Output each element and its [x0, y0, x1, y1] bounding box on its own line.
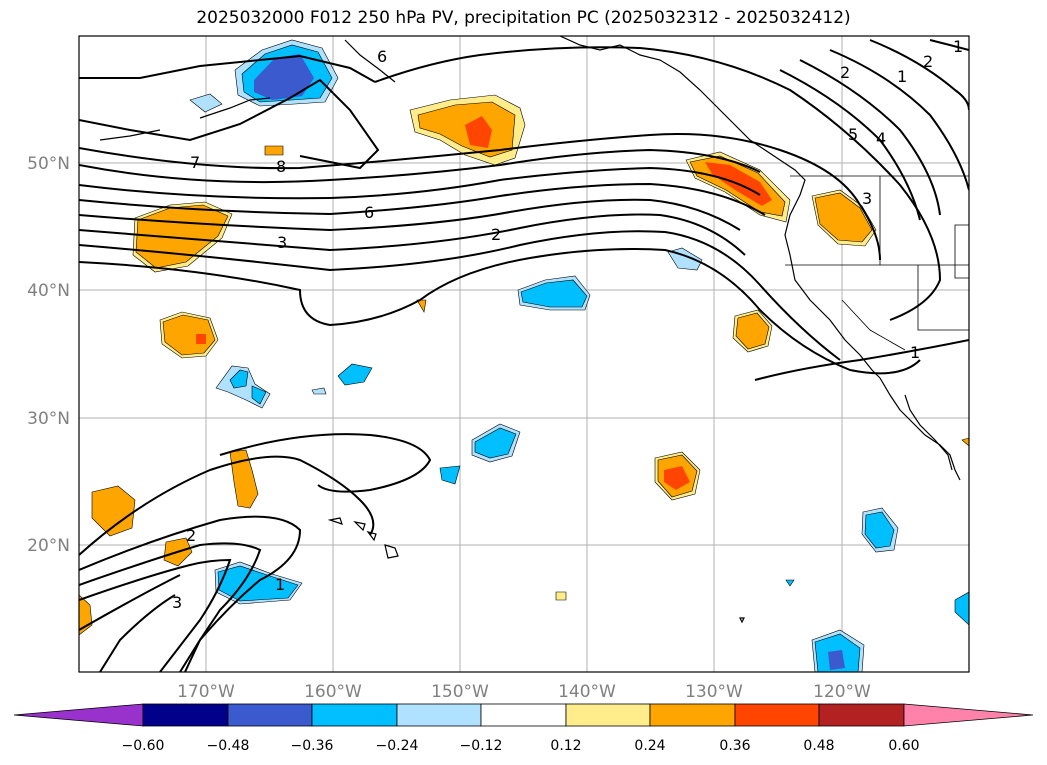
colorbar-tick: 0.36 [719, 738, 750, 754]
pv-contours [79, 39, 969, 672]
lon-label: 140°W [558, 682, 616, 702]
borders [785, 175, 969, 351]
lon-label: 160°W [304, 682, 362, 702]
longitude-labels: 170°W 160°W 150°W 140°W 130°W 120°W [177, 682, 871, 702]
colorbar-tick: −0.60 [122, 738, 165, 754]
colorbar-segment [734, 703, 820, 727]
colorbar-tick: −0.36 [291, 738, 334, 754]
contour-label: 1 [275, 575, 285, 594]
contour-label: 2 [491, 225, 501, 244]
coastlines [99, 36, 961, 624]
colorbar [13, 703, 1034, 727]
colorbar-tick: −0.24 [376, 738, 419, 754]
contour-label: 2 [923, 52, 933, 71]
lat-label: 40°N [27, 281, 70, 301]
colorbar-ticks: −0.60 −0.48 −0.36 −0.24 −0.12 0.12 0.24 … [122, 738, 920, 754]
colorbar-extend-high [903, 703, 1034, 727]
contour-label: 3 [172, 593, 182, 612]
contour-label: 3 [862, 189, 872, 208]
lon-label: 130°W [685, 682, 743, 702]
contour-labels: 6 7 8 6 3 2 2 1 2 1 5 4 3 1 2 3 1 [172, 37, 963, 612]
latitude-labels: 50°N 40°N 30°N 20°N [27, 154, 70, 556]
colorbar-tick: 0.12 [550, 738, 581, 754]
lon-label: 150°W [431, 682, 489, 702]
colorbar-tick: −0.12 [460, 738, 503, 754]
contour-label: 6 [377, 47, 387, 66]
colorbar-segment [480, 703, 567, 727]
colorbar-segment [396, 703, 482, 727]
contour-label: 8 [276, 157, 286, 176]
lat-label: 30°N [27, 409, 70, 429]
map-title: 2025032000 F012 250 hPa PV, precipitatio… [196, 8, 851, 28]
colorbar-segment [649, 703, 736, 727]
colorbar-tick: −0.48 [207, 738, 250, 754]
contour-label: 1 [897, 67, 907, 86]
colorbar-segment [311, 703, 398, 727]
lon-label: 170°W [177, 682, 235, 702]
lat-label: 20°N [27, 536, 70, 556]
contour-label: 2 [186, 526, 196, 545]
contour-label: 7 [190, 153, 200, 172]
lat-label: 50°N [27, 154, 70, 174]
contour-label: 1 [910, 343, 920, 362]
contour-label: 6 [364, 203, 374, 222]
colorbar-tick: 0.60 [888, 738, 919, 754]
contour-label: 5 [848, 125, 858, 144]
contour-label: 1 [953, 37, 963, 56]
colorbar-segment [142, 703, 229, 727]
contour-label: 3 [277, 233, 287, 252]
contour-label: 2 [840, 63, 850, 82]
colorbar-tick: 0.48 [803, 738, 834, 754]
colorbar-segment [565, 703, 651, 727]
map-frame [78, 35, 970, 673]
contour-label: 4 [876, 129, 886, 148]
colorbar-extend-low [13, 703, 144, 727]
lon-label: 120°W [813, 682, 871, 702]
colorbar-tick: 0.24 [634, 738, 665, 754]
colorbar-segment [227, 703, 313, 727]
map-background [79, 36, 969, 672]
colorbar-segment [818, 703, 905, 727]
